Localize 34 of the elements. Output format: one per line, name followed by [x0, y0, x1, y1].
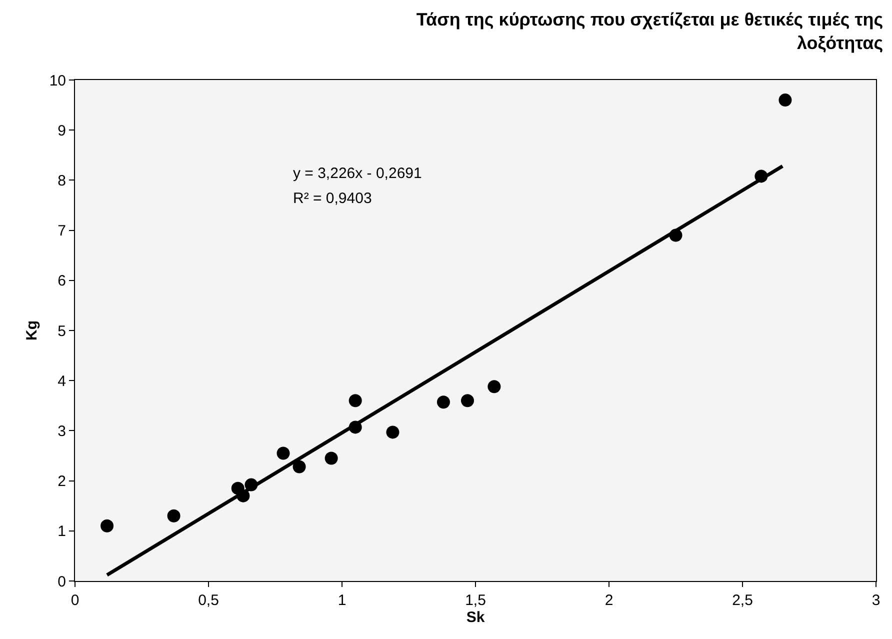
x-tick-label: 2 — [604, 592, 614, 609]
y-tick-label: 5 — [58, 322, 66, 340]
point — [460, 394, 474, 408]
point — [778, 94, 792, 107]
x-axis-title: Sk — [466, 609, 486, 626]
x-tick-label: 0 — [70, 592, 80, 609]
point — [276, 446, 290, 460]
y-tick-label: 1 — [58, 523, 66, 540]
point — [100, 519, 114, 532]
point — [386, 426, 400, 439]
y-tick-label: 0 — [58, 573, 66, 590]
point — [348, 394, 362, 408]
x-tick-label: 2,5 — [732, 592, 753, 609]
x-tick-label: 1,5 — [465, 592, 486, 609]
point — [292, 460, 306, 474]
y-tick-label: 10 — [49, 72, 66, 90]
y-tick-label: 9 — [58, 122, 66, 140]
y-tick-label: 8 — [58, 172, 66, 190]
y-tick-label: 6 — [58, 272, 66, 290]
point — [324, 452, 338, 465]
x-tick-label: 1 — [338, 592, 346, 609]
y-tick-label: 4 — [58, 372, 66, 390]
chart-title: Τάση της κύρτωσης που σχετίζεται με θετικές τιμές της λοξότητας — [416, 10, 884, 53]
x-tick-label: 3 — [872, 592, 880, 609]
y-tick-label: 2 — [58, 473, 66, 490]
y-axis-title: Kg — [24, 320, 41, 340]
point — [436, 396, 450, 409]
annotation: R² = 0,9403 — [293, 190, 372, 207]
x-tick-label: 0,5 — [198, 592, 219, 609]
annotation: y = 3,226x - 0,2691 — [293, 165, 422, 182]
point — [167, 509, 180, 522]
point — [488, 380, 501, 394]
y-tick-label: 7 — [58, 222, 66, 240]
y-tick-label: 3 — [58, 422, 66, 440]
